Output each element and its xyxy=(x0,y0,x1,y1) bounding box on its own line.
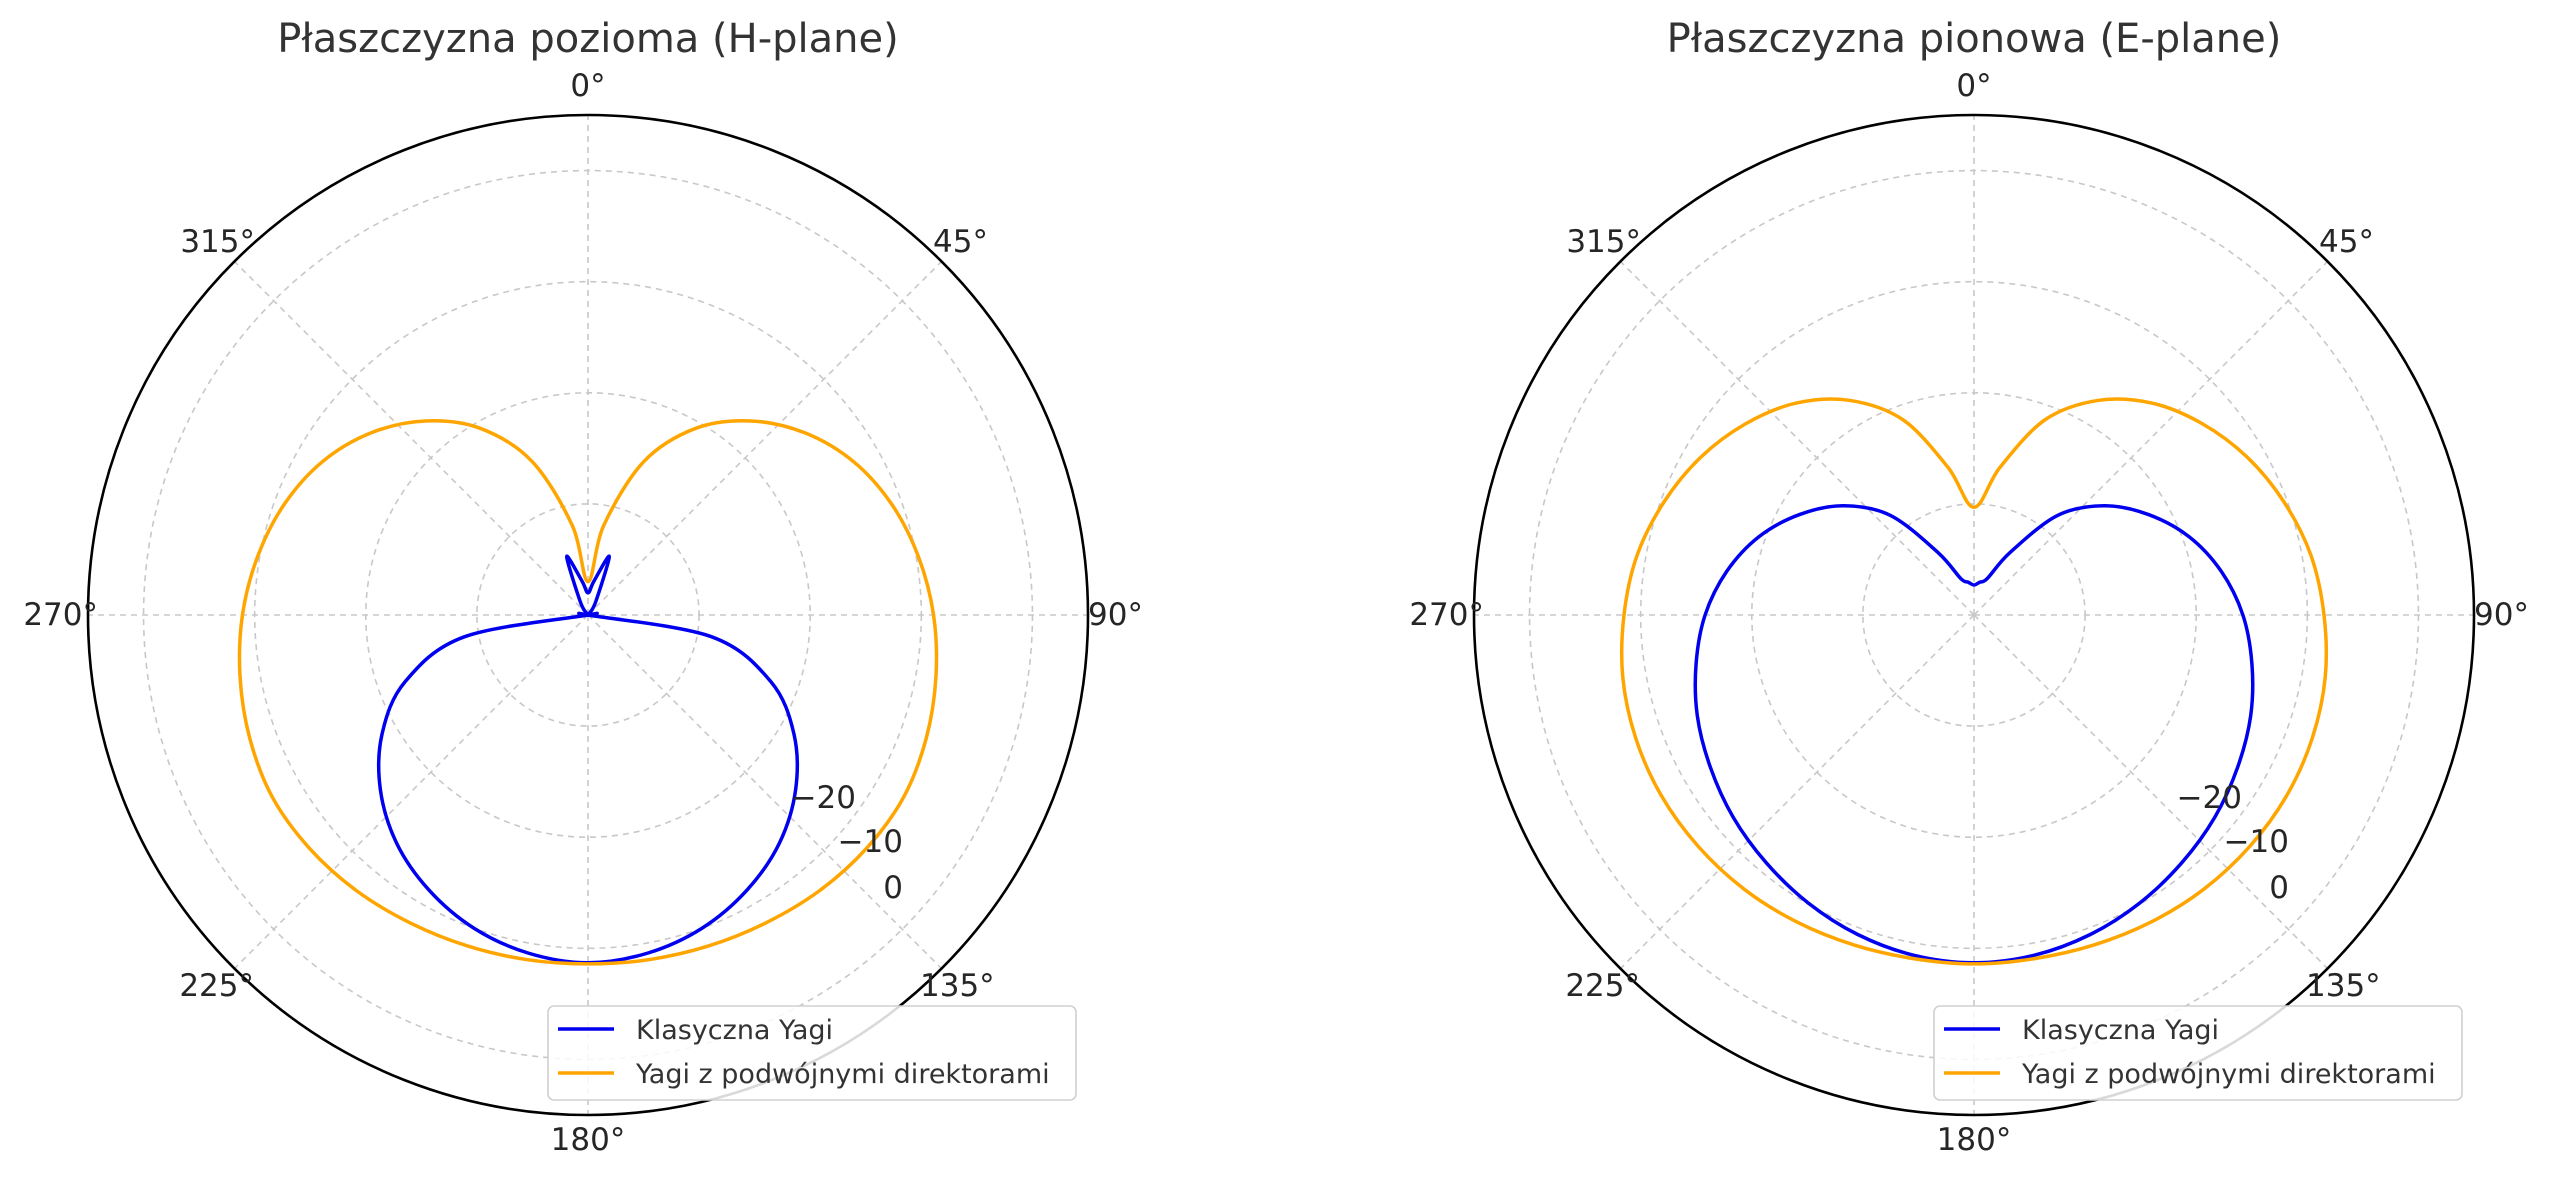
theta-tick-90: 90° xyxy=(2474,597,2529,633)
legend-box xyxy=(1933,1005,2463,1101)
legend-label-klasyczna: Klasyczna Yagi xyxy=(2022,1015,2219,1046)
r-tick-minus20: −20 xyxy=(791,780,856,816)
legend-label-podwojne: Yagi z podwójnymi direktorami xyxy=(635,1059,1050,1090)
r-tick-minus10: −10 xyxy=(2224,824,2289,860)
theta-tick-labels: 0° 45° 90° 135° 180° 225° 270° 315° xyxy=(1409,68,2529,1158)
theta-tick-45: 45° xyxy=(2319,224,2374,260)
theta-tick-180: 180° xyxy=(551,1122,626,1158)
theta-tick-0: 0° xyxy=(570,68,605,104)
e-plane-chart: Płaszczyzna pionowa (E-plane) 0° 45° 90°… xyxy=(1409,16,2529,1158)
theta-tick-180: 180° xyxy=(1937,1122,2012,1158)
theta-tick-45: 45° xyxy=(933,224,988,260)
legend-box xyxy=(547,1005,1077,1101)
chart-title: Płaszczyzna pozioma (H-plane) xyxy=(277,16,898,62)
series-line-yagi-podwojne-direktory xyxy=(1619,397,2329,966)
theta-tick-90: 90° xyxy=(1088,597,1143,633)
theta-tick-labels: 0° 45° 90° 135° 180° 225° 270° 315° xyxy=(23,68,1143,1158)
radial-tick-labels: −20 −10 0 xyxy=(2177,780,2289,906)
series-lines xyxy=(237,419,939,966)
legend-label-klasyczna: Klasyczna Yagi xyxy=(636,1015,833,1046)
chart-title: Płaszczyzna pionowa (E-plane) xyxy=(1667,16,2282,62)
series-line-yagi-podwojne-direktory xyxy=(237,419,939,966)
series-lines xyxy=(1619,397,2329,966)
legend-label-podwojne: Yagi z podwójnymi direktorami xyxy=(2021,1059,2436,1090)
radial-tick-labels: −20 −10 0 xyxy=(791,780,903,906)
theta-tick-0: 0° xyxy=(1956,68,1991,104)
legend: Klasyczna Yagi Yagi z podwójnymi direkto… xyxy=(1933,1005,2463,1101)
polar-frame xyxy=(1472,113,2476,1117)
theta-tick-225: 225° xyxy=(1565,968,1640,1004)
r-tick-0: 0 xyxy=(2269,870,2289,906)
r-tick-0: 0 xyxy=(883,870,903,906)
polar-frame xyxy=(86,113,1090,1117)
legend: Klasyczna Yagi Yagi z podwójnymi direkto… xyxy=(547,1005,1077,1101)
r-tick-minus10: −10 xyxy=(838,824,903,860)
theta-tick-135: 135° xyxy=(920,968,995,1004)
h-plane-chart: Płaszczyzna pozioma (H-plane) 0° 45° 90°… xyxy=(23,16,1143,1158)
theta-tick-315: 315° xyxy=(180,224,255,260)
theta-tick-270: 270° xyxy=(23,597,98,633)
theta-tick-225: 225° xyxy=(179,968,254,1004)
theta-tick-135: 135° xyxy=(2306,968,2381,1004)
theta-tick-270: 270° xyxy=(1409,597,1484,633)
r-tick-minus20: −20 xyxy=(2177,780,2242,816)
theta-tick-315: 315° xyxy=(1566,224,1641,260)
